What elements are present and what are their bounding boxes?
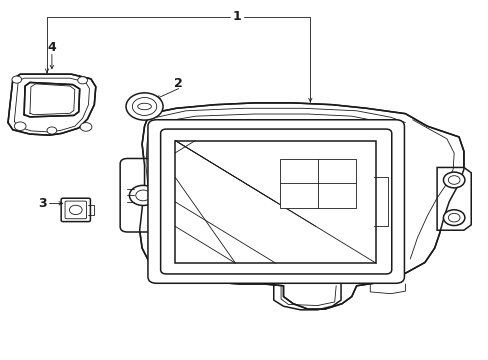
Polygon shape [140, 103, 463, 309]
Circle shape [47, 127, 57, 134]
FancyBboxPatch shape [61, 198, 90, 222]
Text: 2: 2 [174, 77, 183, 90]
Circle shape [132, 98, 157, 116]
Text: 1: 1 [232, 10, 241, 23]
Circle shape [14, 122, 26, 131]
Polygon shape [8, 74, 96, 135]
Circle shape [126, 93, 163, 120]
Circle shape [80, 123, 92, 131]
Bar [175, 140, 375, 263]
Circle shape [443, 210, 464, 226]
Circle shape [447, 213, 459, 222]
Polygon shape [436, 167, 470, 230]
Ellipse shape [138, 103, 151, 110]
Circle shape [69, 205, 82, 215]
Circle shape [12, 76, 21, 83]
Text: 3: 3 [38, 197, 46, 210]
Circle shape [443, 172, 464, 188]
FancyBboxPatch shape [160, 129, 391, 274]
Text: 4: 4 [47, 41, 56, 54]
FancyBboxPatch shape [65, 201, 86, 219]
FancyBboxPatch shape [120, 158, 166, 232]
Circle shape [129, 185, 157, 206]
FancyBboxPatch shape [148, 120, 404, 283]
Circle shape [136, 190, 150, 201]
Bar [279, 159, 355, 208]
Circle shape [447, 176, 459, 184]
Polygon shape [24, 82, 80, 117]
Circle shape [78, 77, 87, 84]
